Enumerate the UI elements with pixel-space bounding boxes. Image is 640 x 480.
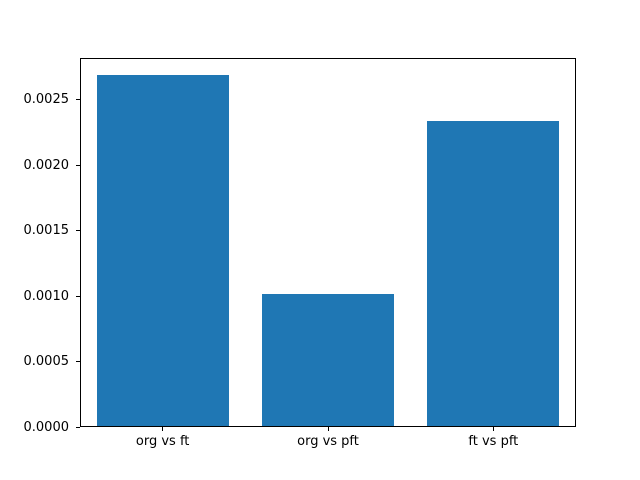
x-axis-tick-mark [492,427,494,432]
y-axis-tick-label: 0.0025 [23,92,70,108]
y-axis-tick-mark [76,230,80,232]
y-axis-tick-label: 0.0015 [23,223,70,239]
bar-org-vs-pft [261,293,395,428]
y-axis-tick-label: 0.0005 [23,354,70,370]
y-axis-tick-mark [76,426,80,428]
bar-org-vs-ft [96,74,229,428]
bar-ft-vs-pft [427,120,560,428]
x-axis-tick-mark [162,427,164,432]
y-axis-tick-label: 0.0020 [23,157,70,173]
y-axis-tick-mark [76,361,80,363]
x-axis-tick-label: org vs ft [135,434,190,450]
y-axis-tick-mark [76,164,80,166]
y-axis-tick-mark [76,99,80,101]
y-axis-tick-label: 0.0010 [23,288,70,304]
y-axis-tick-mark [76,295,80,297]
x-axis-tick-label: ft vs pft [468,434,519,450]
y-axis-tick-label: 0.0000 [23,419,70,435]
x-axis-tick-mark [327,427,329,432]
x-axis-tick-label: org vs pft [297,434,359,450]
